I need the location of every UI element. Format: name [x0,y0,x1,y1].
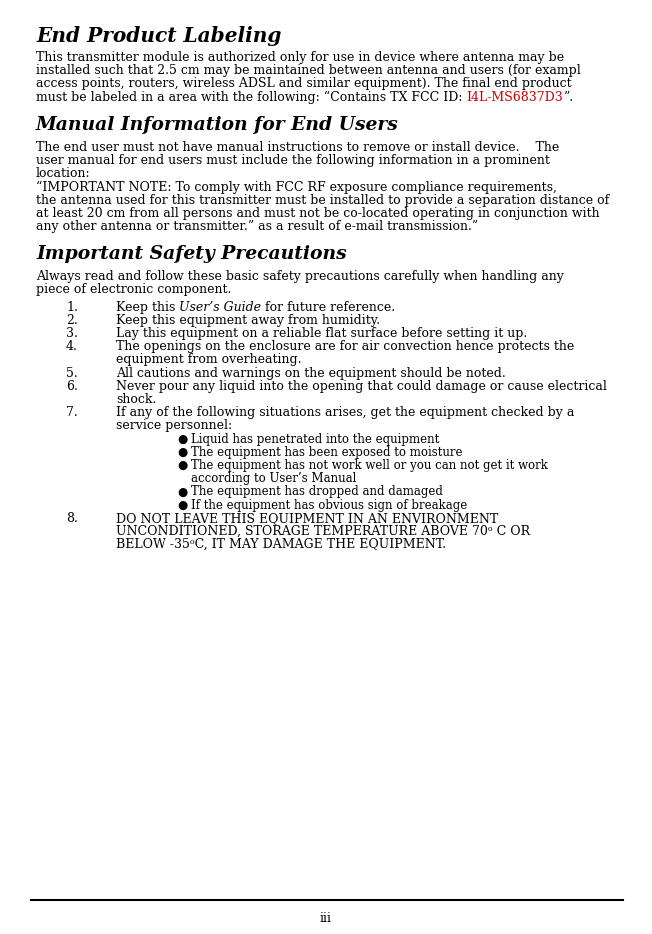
Text: BELOW -35ᵒC, IT MAY DAMAGE THE EQUIPMENT.: BELOW -35ᵒC, IT MAY DAMAGE THE EQUIPMENT… [116,538,446,551]
Text: Never pour any liquid into the opening that could damage or cause electrical: Never pour any liquid into the opening t… [116,380,607,393]
Text: Keep this equipment away from humidity.: Keep this equipment away from humidity. [116,314,380,327]
Text: access points, routers, wireless ADSL and similar equipment). The final end prod: access points, routers, wireless ADSL an… [36,78,572,91]
Text: End Product Labeling: End Product Labeling [36,26,282,46]
Text: 4.: 4. [66,340,78,353]
Text: ●: ● [177,459,187,472]
Text: the antenna used for this transmitter must be installed to provide a separation : the antenna used for this transmitter mu… [36,193,609,206]
Text: All cautions and warnings on the equipment should be noted.: All cautions and warnings on the equipme… [116,367,506,379]
Text: 1.: 1. [66,301,78,314]
Text: user manual for end users must include the following information in a prominent: user manual for end users must include t… [36,154,550,167]
Text: installed such that 2.5 cm may be maintained between antenna and users (for exam: installed such that 2.5 cm may be mainta… [36,64,581,78]
Text: Always read and follow these basic safety precautions carefully when handling an: Always read and follow these basic safet… [36,270,564,283]
Text: any other antenna or transmitter.” as a result of e-mail transmission.”: any other antenna or transmitter.” as a … [36,220,478,233]
Text: I4L-MS6837D3: I4L-MS6837D3 [466,91,563,104]
Text: 3.: 3. [66,327,78,340]
Text: The equipment has been exposed to moisture: The equipment has been exposed to moistu… [191,446,462,459]
Text: If any of the following situations arises, get the equipment checked by a: If any of the following situations arise… [116,406,574,419]
Text: ●: ● [177,446,187,459]
Text: service personnel:: service personnel: [116,419,232,432]
Text: location:: location: [36,167,91,180]
Text: 5.: 5. [66,367,78,379]
Text: This transmitter module is authorized only for use in device where antenna may b: This transmitter module is authorized on… [36,51,564,64]
Text: Manual Information for End Users: Manual Information for End Users [36,116,399,134]
Text: for future reference.: for future reference. [261,301,396,314]
Text: ”.: ”. [563,91,573,104]
Text: piece of electronic component.: piece of electronic component. [36,283,231,296]
Text: The end user must not have manual instructions to remove or install device.    T: The end user must not have manual instru… [36,141,559,154]
Text: 8.: 8. [66,512,78,525]
Text: The openings on the enclosure are for air convection hence protects the: The openings on the enclosure are for ai… [116,340,574,353]
Text: Lay this equipment on a reliable flat surface before setting it up.: Lay this equipment on a reliable flat su… [116,327,527,340]
Text: ●: ● [177,432,187,446]
Text: The equipment has dropped and damaged: The equipment has dropped and damaged [191,486,443,499]
Text: iii: iii [320,912,332,925]
Text: 7.: 7. [66,406,78,419]
Text: DO NOT LEAVE THIS EQUIPMENT IN AN ENVIRONMENT: DO NOT LEAVE THIS EQUIPMENT IN AN ENVIRO… [116,512,498,525]
Text: “IMPORTANT NOTE: To comply with FCC RF exposure compliance requirements,: “IMPORTANT NOTE: To comply with FCC RF e… [36,180,557,193]
Text: 2.: 2. [66,314,78,327]
Text: at least 20 cm from all persons and must not be co-located operating in conjunct: at least 20 cm from all persons and must… [36,206,600,219]
Text: equipment from overheating.: equipment from overheating. [116,353,301,366]
Text: ●: ● [177,499,187,512]
Text: Important Safety Precautions: Important Safety Precautions [36,246,347,263]
Text: Keep this: Keep this [116,301,179,314]
Text: ●: ● [177,486,187,499]
Text: If the equipment has obvious sign of breakage: If the equipment has obvious sign of bre… [191,499,467,512]
Text: according to User’s Manual: according to User’s Manual [191,473,357,485]
Text: Liquid has penetrated into the equipment: Liquid has penetrated into the equipment [191,432,439,446]
Text: must be labeled in a area with the following: “Contains TX FCC ID:: must be labeled in a area with the follo… [36,91,466,104]
Text: The equipment has not work well or you can not get it work: The equipment has not work well or you c… [191,459,548,472]
Text: User’s Guide: User’s Guide [179,301,261,314]
Text: 6.: 6. [66,380,78,393]
Text: shock.: shock. [116,393,156,406]
Text: UNCONDITIONED, STORAGE TEMPERATURE ABOVE 70ᵒ C OR: UNCONDITIONED, STORAGE TEMPERATURE ABOVE… [116,525,530,538]
